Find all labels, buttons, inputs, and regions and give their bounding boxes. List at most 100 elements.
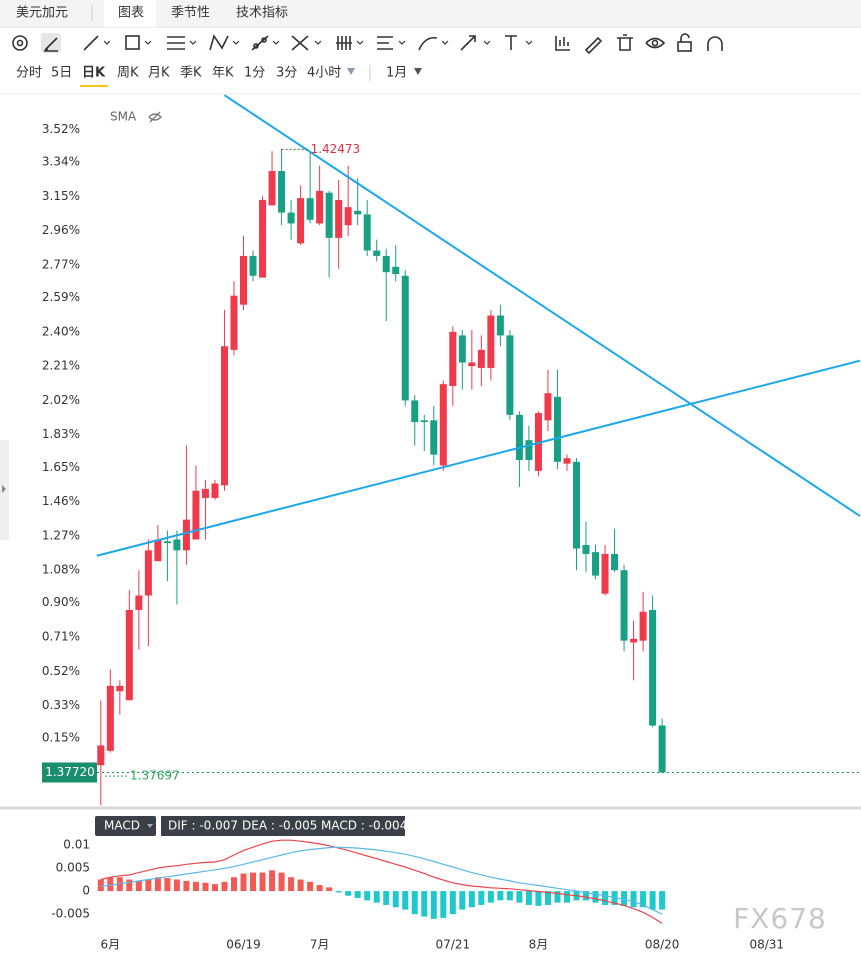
watermark: FX678 — [733, 902, 827, 935]
high-marker-label: 1.42473 — [311, 142, 361, 156]
candle-body — [97, 745, 105, 766]
candle-body — [125, 609, 133, 701]
macd-bar — [383, 891, 390, 905]
indicator-button[interactable] — [95, 816, 156, 836]
macd-bar — [269, 870, 276, 892]
dropdown-caret[interactable] — [147, 824, 153, 828]
tab[interactable]: 技术指标 — [236, 6, 288, 21]
candle-body — [373, 250, 381, 256]
macd-bar — [250, 872, 257, 892]
macd-bar — [278, 872, 285, 892]
y-tick-label: 1.83% — [42, 427, 80, 441]
candle-body — [201, 488, 209, 498]
macd-bar — [430, 891, 437, 919]
candle-body — [611, 553, 619, 571]
candle-body — [430, 420, 438, 455]
dropdown-caret[interactable] — [347, 68, 355, 75]
candle-body — [135, 595, 143, 610]
macd-bar — [345, 891, 352, 896]
period-active[interactable]: 日K — [82, 66, 106, 81]
candle-body — [363, 214, 371, 251]
overlay-label: SMA — [110, 110, 137, 124]
macd-bar — [544, 891, 551, 905]
y-tick-label: 1.08% — [42, 563, 80, 577]
candle-body — [297, 198, 305, 244]
legend-value: DEA : -0.005 — [242, 819, 317, 833]
macd-bar — [659, 891, 666, 910]
trend-line — [223, 94, 861, 517]
candle-body — [163, 541, 171, 544]
macd-bar — [402, 891, 409, 910]
macd-bar — [221, 881, 228, 892]
candle-body — [658, 725, 666, 773]
candle-body — [144, 550, 152, 596]
x-tick-label: 08/31 — [749, 938, 784, 952]
macd-bar — [630, 891, 637, 908]
indicator-legend — [161, 816, 405, 836]
candle-body — [639, 611, 647, 641]
side-handle-arrow[interactable] — [2, 485, 6, 493]
y-tick-label: 0.33% — [42, 698, 80, 712]
macd-bar — [449, 891, 456, 915]
candle-body — [392, 266, 400, 274]
candle-body — [449, 331, 457, 386]
macd-bar — [421, 891, 428, 917]
period[interactable]: 4小时 — [307, 66, 341, 81]
macd-bar — [230, 877, 237, 892]
macd-bar — [468, 891, 475, 908]
candle-body — [116, 685, 124, 692]
active-underline — [80, 85, 108, 87]
macd-bar — [554, 891, 561, 903]
last-price-tag — [42, 762, 97, 783]
y-tick-label: 3.15% — [42, 189, 80, 203]
range[interactable]: 1月 — [386, 66, 407, 81]
period[interactable]: 周K — [117, 66, 139, 81]
macd-bar — [649, 891, 656, 910]
active-tab[interactable] — [104, 0, 156, 27]
dropdown-caret[interactable] — [414, 68, 422, 75]
macd-bar — [202, 882, 209, 892]
macd-bar — [621, 891, 628, 906]
candle-body — [106, 685, 114, 751]
candle-body — [344, 207, 352, 226]
candle-body — [487, 315, 495, 368]
macd-bar — [373, 891, 380, 903]
drawing-tools[interactable] — [12, 33, 723, 55]
y-tick-label: 2.21% — [42, 359, 80, 373]
macd-bar — [307, 881, 314, 892]
y-tick-label: 3.52% — [42, 122, 80, 136]
period[interactable]: 年K — [212, 66, 234, 81]
candle-body — [572, 461, 580, 549]
macd-y-tick-label: 0 — [82, 884, 90, 898]
period[interactable]: 5日 — [51, 66, 72, 81]
candle-body — [506, 335, 514, 415]
hide-icon[interactable] — [148, 111, 162, 123]
candle-body — [306, 198, 314, 220]
macd-bar — [211, 884, 218, 892]
candle-body — [220, 346, 228, 486]
macd-y-tick-label: 0.01 — [63, 837, 90, 851]
period[interactable]: 季K — [180, 66, 202, 81]
symbol: 美元加元 — [16, 6, 68, 21]
candle-body — [630, 638, 638, 643]
tab[interactable]: 图表 — [118, 6, 144, 21]
candle-body — [420, 420, 428, 423]
period[interactable]: 分时 — [16, 66, 42, 81]
last-price-label: 1.37720 — [45, 765, 95, 779]
period[interactable]: 1分 — [244, 66, 265, 81]
macd-bar — [240, 873, 247, 892]
indicator-name[interactable]: MACD — [104, 819, 140, 833]
candle-body — [325, 192, 333, 238]
candle-body — [249, 255, 257, 276]
macd-bar — [288, 877, 295, 892]
macd-bar — [563, 891, 570, 903]
macd-bar — [97, 879, 104, 892]
period[interactable]: 月K — [148, 66, 170, 81]
candle-body — [354, 210, 362, 215]
candle-body — [601, 553, 609, 594]
tab[interactable]: 季节性 — [171, 6, 210, 21]
x-tick-label: 06/19 — [226, 938, 261, 952]
candle-body — [544, 393, 552, 421]
period[interactable]: 3分 — [276, 66, 297, 81]
candle-body — [259, 199, 267, 278]
